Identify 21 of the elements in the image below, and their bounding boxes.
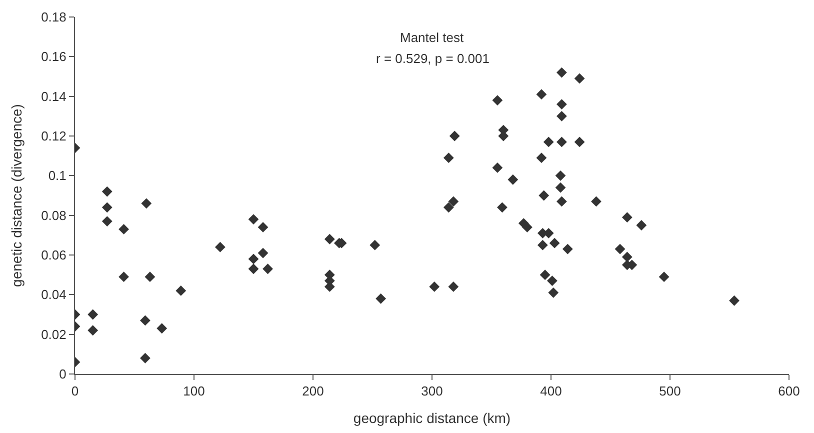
y-tick-label: 0 (59, 366, 66, 382)
y-axis-title: genetic distance (divergence) (8, 104, 25, 287)
y-tick-label: 0.02 (41, 326, 66, 342)
y-tick-label: 0.16 (41, 49, 66, 64)
annotation: r = 0.529, p = 0.001 (376, 51, 490, 66)
y-tick-label: 0.06 (41, 248, 66, 263)
y-tick-label: 0.18 (41, 10, 66, 25)
y-tick-label: 0.1 (48, 168, 66, 184)
y-tick-label: 0.08 (41, 208, 66, 223)
x-tick-label: 300 (421, 384, 443, 399)
x-tick-label: 0 (71, 384, 79, 399)
x-tick-label: 500 (659, 384, 681, 399)
annotation: Mantel test (400, 30, 464, 45)
x-tick-label: 400 (540, 384, 562, 399)
y-tick-label: 0.14 (41, 88, 66, 104)
x-tick-label: 600 (778, 384, 800, 399)
y-tick-label: 0.12 (41, 128, 66, 144)
x-axis-title: geographic distance (km) (353, 410, 511, 426)
y-tick-label: 0.04 (41, 287, 66, 302)
x-tick-label: 200 (302, 384, 324, 399)
x-tick-label: 100 (183, 384, 205, 399)
